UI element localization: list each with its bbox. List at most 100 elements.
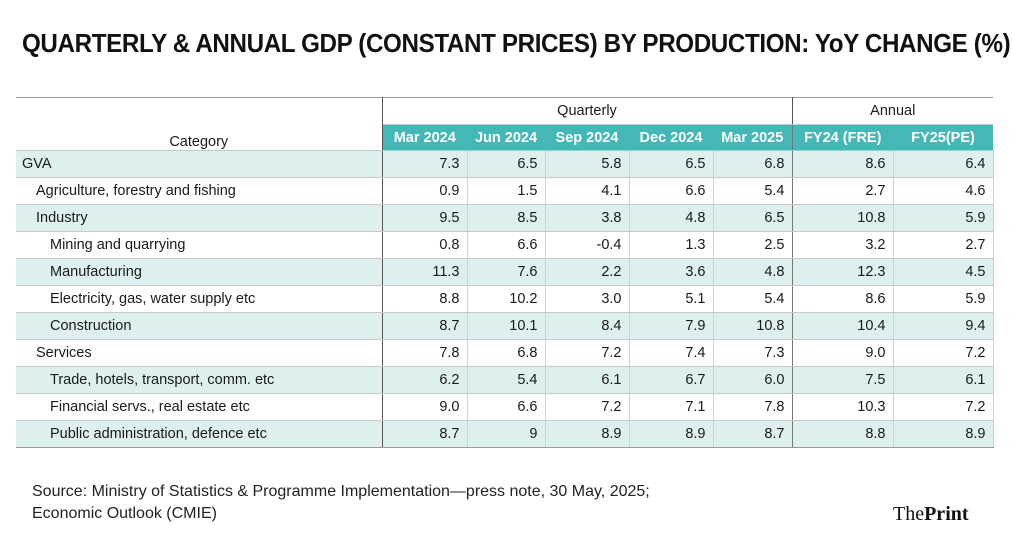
table-row: Construction 8.7 10.1 8.4 7.9 10.8 10.4 9.4 xyxy=(16,312,994,340)
cell-value: 10.4 xyxy=(792,312,894,340)
column-header: Sep 2024 xyxy=(545,124,629,151)
row-label: Financial servs., real estate etc xyxy=(16,393,383,421)
cell-value: 6.5 xyxy=(467,150,546,178)
cell-value: 10.2 xyxy=(467,285,546,313)
cell-value: 9.5 xyxy=(382,204,468,232)
cell-value: 5.8 xyxy=(545,150,630,178)
cell-value: 7.3 xyxy=(713,339,793,367)
cell-value: 6.5 xyxy=(629,150,714,178)
cell-value: 8.7 xyxy=(382,312,468,340)
cell-value: 7.4 xyxy=(629,339,714,367)
cell-value: 11.3 xyxy=(382,258,468,286)
cell-value: 6.2 xyxy=(382,366,468,394)
cell-value: 6.6 xyxy=(629,177,714,205)
cell-value: 7.2 xyxy=(893,339,994,367)
cell-value: 7.9 xyxy=(629,312,714,340)
cell-value: 8.4 xyxy=(545,312,630,340)
group-header-annual: Annual xyxy=(792,97,993,125)
gdp-table: Category Quarterly Annual Mar 2024 Jun 20… xyxy=(16,97,994,448)
cell-value: 7.1 xyxy=(629,393,714,421)
row-label: Services xyxy=(16,339,383,367)
table-row: Manufacturing 11.3 7.6 2.2 3.6 4.8 12.3 4.5 xyxy=(16,258,994,286)
row-label: Construction xyxy=(16,312,383,340)
cell-value: 9 xyxy=(467,420,546,448)
cell-value: 7.6 xyxy=(467,258,546,286)
cell-value: 6.8 xyxy=(713,150,793,178)
table-row: Agriculture, forestry and fishing 0.9 1.5 4… xyxy=(16,177,994,205)
cell-value: 3.6 xyxy=(629,258,714,286)
category-header: Category xyxy=(16,97,383,151)
cell-value: 5.9 xyxy=(893,285,994,313)
cell-value: 0.8 xyxy=(382,231,468,259)
cell-value: 6.5 xyxy=(713,204,793,232)
cell-value: 6.6 xyxy=(467,393,546,421)
cell-value: 8.6 xyxy=(792,150,894,178)
table-row: Services 7.8 6.8 7.2 7.4 7.3 9.0 7.2 xyxy=(16,339,994,367)
cell-value: 7.8 xyxy=(713,393,793,421)
cell-value: 8.9 xyxy=(893,420,994,448)
cell-value: 7.5 xyxy=(792,366,894,394)
cell-value: 9.4 xyxy=(893,312,994,340)
cell-value: 8.7 xyxy=(382,420,468,448)
cell-value: 8.8 xyxy=(792,420,894,448)
cell-value: 12.3 xyxy=(792,258,894,286)
cell-value: 4.8 xyxy=(713,258,793,286)
cell-value: 2.2 xyxy=(545,258,630,286)
cell-value: 3.0 xyxy=(545,285,630,313)
table-row: Mining and quarrying 0.8 6.6 -0.4 1.3 2.5 3.2 2… xyxy=(16,231,994,259)
table-row: Financial servs., real estate etc 9.0 6.6 7… xyxy=(16,393,994,421)
table-row: Electricity, gas, water supply etc 8.8 10.… xyxy=(16,285,994,313)
cell-value: 10.8 xyxy=(792,204,894,232)
cell-value: 2.7 xyxy=(792,177,894,205)
cell-value: 6.1 xyxy=(893,366,994,394)
cell-value: 8.7 xyxy=(713,420,793,448)
cell-value: 5.9 xyxy=(893,204,994,232)
column-header: FY24 (FRE) xyxy=(792,124,893,151)
cell-value: 5.4 xyxy=(467,366,546,394)
column-header: Mar 2025 xyxy=(713,124,793,151)
source-note: Source: Ministry of Statistics & Program… xyxy=(32,481,852,525)
cell-value: 8.5 xyxy=(467,204,546,232)
cell-value: 4.1 xyxy=(545,177,630,205)
cell-value: 7.8 xyxy=(382,339,468,367)
table-row: Trade, hotels, transport, comm. etc 6.2 5.… xyxy=(16,366,994,394)
cell-value: 2.7 xyxy=(893,231,994,259)
cell-value: 8.9 xyxy=(545,420,630,448)
cell-value: 7.2 xyxy=(545,393,630,421)
cell-value: 9.0 xyxy=(792,339,894,367)
group-header-quarterly: Quarterly xyxy=(382,97,793,125)
cell-value: 0.9 xyxy=(382,177,468,205)
row-label: Mining and quarrying xyxy=(16,231,383,259)
logo-part-print: Print xyxy=(924,503,969,525)
cell-value: 10.3 xyxy=(792,393,894,421)
cell-value: 8.9 xyxy=(629,420,714,448)
row-label: Industry xyxy=(16,204,383,232)
cell-value: 7.2 xyxy=(893,393,994,421)
row-label: Manufacturing xyxy=(16,258,383,286)
cell-value: 6.1 xyxy=(545,366,630,394)
theprint-logo: ThePrint xyxy=(893,503,969,526)
row-label: Electricity, gas, water supply etc xyxy=(16,285,383,313)
chart-title: QUARTERLY & ANNUAL GDP (CONSTANT PRICES)… xyxy=(22,28,1011,58)
cell-value: 5.1 xyxy=(629,285,714,313)
row-label: GVA xyxy=(16,150,383,178)
table-row: Industry 9.5 8.5 3.8 4.8 6.5 10.8 5.9 xyxy=(16,204,994,232)
cell-value: 7.2 xyxy=(545,339,630,367)
row-label: Trade, hotels, transport, comm. etc xyxy=(16,366,383,394)
column-group-row: Category Quarterly Annual xyxy=(16,97,993,151)
cell-value: 3.8 xyxy=(545,204,630,232)
cell-value: 4.8 xyxy=(629,204,714,232)
cell-value: 5.4 xyxy=(713,285,793,313)
source-line-2: Economic Outlook (CMIE) xyxy=(32,505,217,522)
cell-value: 6.7 xyxy=(629,366,714,394)
cell-value: 5.4 xyxy=(713,177,793,205)
cell-value: 8.6 xyxy=(792,285,894,313)
cell-value: 4.6 xyxy=(893,177,994,205)
cell-value: 4.5 xyxy=(893,258,994,286)
column-header: Dec 2024 xyxy=(629,124,713,151)
source-line-1: Source: Ministry of Statistics & Program… xyxy=(32,483,650,500)
cell-value: 9.0 xyxy=(382,393,468,421)
cell-value: 10.1 xyxy=(467,312,546,340)
column-header: Mar 2024 xyxy=(382,124,467,151)
cell-value: 3.2 xyxy=(792,231,894,259)
